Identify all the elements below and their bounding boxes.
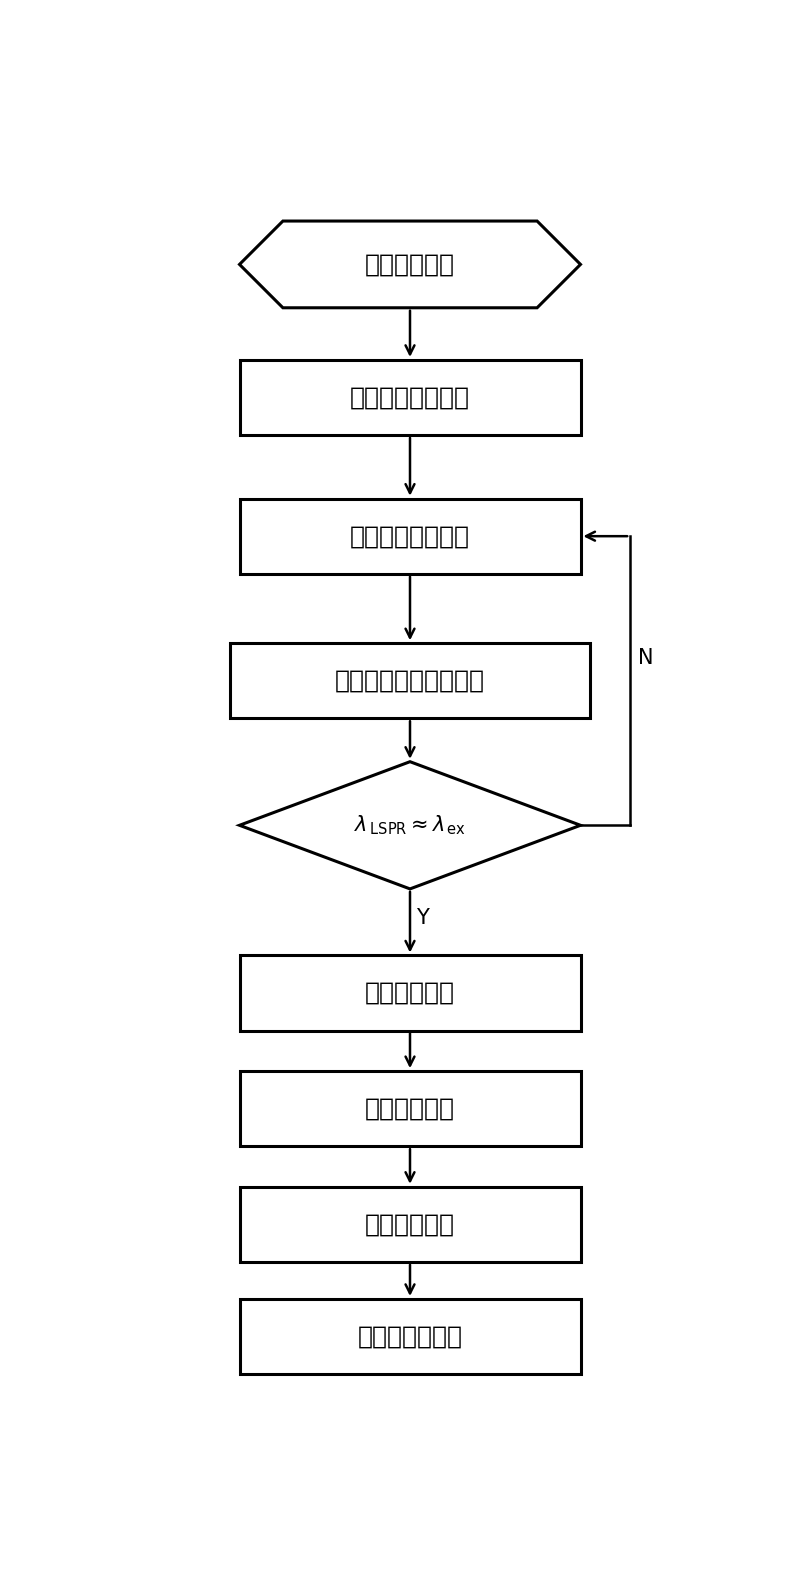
Text: 选用电磁方法: 选用电磁方法 (365, 252, 455, 276)
Text: Y: Y (416, 908, 429, 927)
Bar (239, 360, 581, 435)
Bar (239, 498, 581, 574)
Text: 微纳结构制备: 微纳结构制备 (365, 1213, 455, 1236)
Bar (230, 643, 590, 719)
Bar (239, 1187, 581, 1262)
Text: 微纳结构金属化: 微纳结构金属化 (358, 1325, 462, 1348)
Polygon shape (239, 762, 581, 889)
Text: 纳米结构光学性能模拟: 纳米结构光学性能模拟 (335, 669, 485, 692)
Text: 结构参数输出: 结构参数输出 (365, 1096, 455, 1121)
Bar (239, 956, 581, 1031)
Text: N: N (638, 648, 654, 667)
Bar (239, 1299, 581, 1374)
Bar (239, 1071, 581, 1146)
Text: 输入外部条件参数: 输入外部条件参数 (350, 385, 470, 410)
Text: 输入纳米结构参数: 输入纳米结构参数 (350, 524, 470, 549)
Text: $\lambda_{\,\mathrm{LSPR}}\approx\lambda_{\,\mathrm{ex}}$: $\lambda_{\,\mathrm{LSPR}}\approx\lambda… (354, 814, 466, 837)
Polygon shape (239, 221, 581, 308)
Text: 增强因子计算: 增强因子计算 (365, 981, 455, 1005)
